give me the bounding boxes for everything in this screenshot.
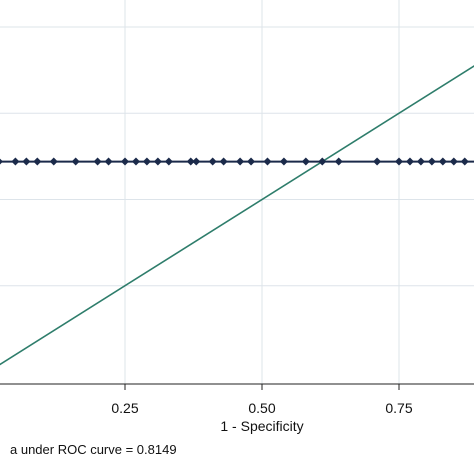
roc-point-27 <box>395 157 403 166</box>
roc-point-10 <box>121 157 129 166</box>
x-axis <box>0 383 474 390</box>
x-tick-label-3: 0.75 <box>385 400 412 416</box>
x-tick-labels: 00.250.500.75 <box>111 400 412 416</box>
roc-point-4 <box>22 157 31 166</box>
roc-point-6 <box>49 157 58 166</box>
roc-curve-layer <box>0 157 474 166</box>
reference-line-layer <box>0 65 474 366</box>
roc-point-22 <box>279 157 288 166</box>
roc-point-8 <box>93 157 102 166</box>
roc-point-21 <box>263 157 272 166</box>
roc-point-33 <box>460 157 469 166</box>
roc-point-18 <box>219 157 228 166</box>
roc-point-25 <box>334 157 343 166</box>
auc-note: a under ROC curve = 0.8149 <box>10 442 177 457</box>
roc-point-12 <box>142 157 151 166</box>
reference-line <box>0 65 474 366</box>
x-axis-title: 1 - Specificity <box>220 418 303 434</box>
roc-point-30 <box>427 157 436 166</box>
roc-point-15 <box>186 157 195 166</box>
roc-point-23 <box>301 157 310 166</box>
roc-point-11 <box>131 157 140 166</box>
roc-point-14 <box>164 157 173 166</box>
roc-point-7 <box>71 157 80 166</box>
roc-point-13 <box>153 157 162 166</box>
roc-point-19 <box>236 157 245 166</box>
roc-point-32 <box>449 157 458 166</box>
roc-point-17 <box>208 157 217 166</box>
x-tick-label-2: 0.50 <box>248 400 275 416</box>
roc-point-16 <box>192 157 201 166</box>
roc-point-26 <box>373 157 382 166</box>
roc-point-2 <box>0 158 3 165</box>
roc-point-5 <box>33 157 42 166</box>
roc-point-31 <box>438 157 447 166</box>
roc-point-28 <box>405 157 414 166</box>
grid-layer <box>0 0 474 384</box>
roc-point-9 <box>104 157 113 166</box>
roc-point-3 <box>11 157 20 166</box>
roc-point-29 <box>416 157 425 166</box>
x-tick-label-1: 0.25 <box>111 400 138 416</box>
roc-point-20 <box>247 157 256 166</box>
roc-point-24 <box>318 157 327 166</box>
